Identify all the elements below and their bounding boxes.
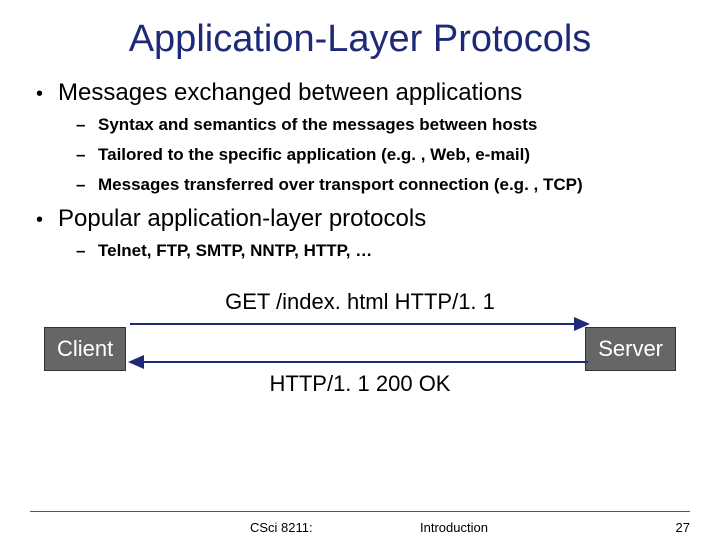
arrow-line bbox=[130, 323, 588, 325]
bullet-dot-icon: • bbox=[36, 205, 58, 235]
slide-title: Application-Layer Protocols bbox=[30, 18, 690, 61]
request-arrow bbox=[130, 323, 588, 325]
bullet-dot-icon: • bbox=[36, 79, 58, 109]
footer-section: Introduction bbox=[420, 520, 488, 535]
response-arrow bbox=[130, 361, 588, 363]
footer-page-number: 27 bbox=[676, 520, 690, 535]
bullet-text: Messages exchanged between applications bbox=[58, 79, 522, 109]
arrow-line bbox=[130, 361, 588, 363]
bullet-level2: – Messages transferred over transport co… bbox=[76, 175, 690, 195]
bullet-text: Tailored to the specific application (e.… bbox=[98, 145, 530, 165]
bullet-text: Syntax and semantics of the messages bet… bbox=[98, 115, 537, 135]
bullet-level2: – Syntax and semantics of the messages b… bbox=[76, 115, 690, 135]
bullet-level2: – Telnet, FTP, SMTP, NNTP, HTTP, … bbox=[76, 241, 690, 261]
client-server-diagram: GET /index. html HTTP/1. 1 Client Server… bbox=[30, 283, 690, 413]
bullet-list: • Messages exchanged between application… bbox=[30, 79, 690, 261]
bullet-dash-icon: – bbox=[76, 241, 98, 261]
slide-footer: CSci 8211: Introduction 27 bbox=[30, 511, 690, 520]
request-label: GET /index. html HTTP/1. 1 bbox=[30, 289, 690, 315]
footer-course: CSci 8211: bbox=[250, 520, 313, 535]
arrow-left-icon bbox=[128, 355, 144, 369]
bullet-dash-icon: – bbox=[76, 145, 98, 165]
bullet-text: Telnet, FTP, SMTP, NNTP, HTTP, … bbox=[98, 241, 372, 261]
bullet-text: Messages transferred over transport conn… bbox=[98, 175, 583, 195]
bullet-text: Popular application-layer protocols bbox=[58, 205, 426, 235]
response-label: HTTP/1. 1 200 OK bbox=[30, 371, 690, 397]
bullet-dash-icon: – bbox=[76, 175, 98, 195]
bullet-level1: • Popular application-layer protocols bbox=[36, 205, 690, 235]
bullet-level1: • Messages exchanged between application… bbox=[36, 79, 690, 109]
bullet-level2: – Tailored to the specific application (… bbox=[76, 145, 690, 165]
server-node: Server bbox=[585, 327, 676, 371]
client-node: Client bbox=[44, 327, 126, 371]
bullet-dash-icon: – bbox=[76, 115, 98, 135]
